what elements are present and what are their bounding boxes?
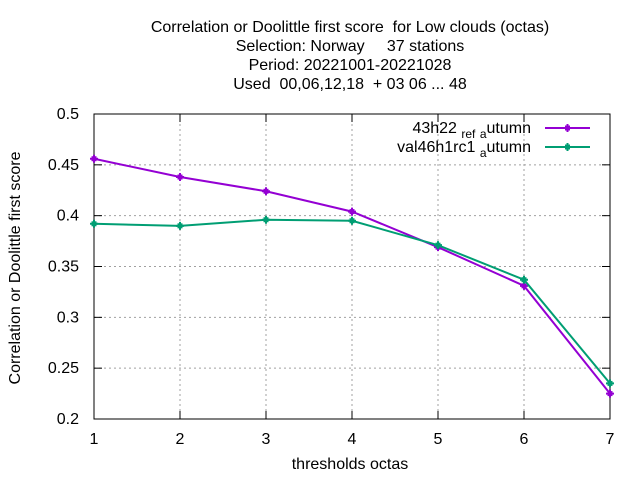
data-point: [91, 156, 97, 162]
y-tick-label: 0.35: [48, 259, 79, 276]
legend-label: val46h1rc1 autumn: [397, 139, 531, 160]
data-point: [263, 188, 269, 194]
x-tick-label: 5: [434, 431, 443, 448]
data-point: [435, 242, 441, 248]
y-tick-label: 0.45: [48, 157, 79, 174]
chart-title: Correlation or Doolittle first score for…: [0, 18, 640, 94]
x-tick-label: 3: [262, 431, 271, 448]
series-line: [93, 157, 611, 395]
y-tick-label: 0.5: [57, 106, 79, 123]
data-point: [521, 277, 527, 283]
x-tick-label: 4: [348, 431, 357, 448]
data-point: [177, 223, 183, 229]
x-tick-label: 7: [606, 431, 615, 448]
title-line-3: Period: 20221001-20221028: [248, 57, 452, 74]
data-point: [263, 217, 269, 223]
title-line-4: Used 00,06,12,18 + 03 06 ... 48: [233, 76, 467, 93]
y-tick-label: 0.2: [57, 411, 79, 428]
data-point: [349, 218, 355, 224]
legend-marker: [565, 144, 570, 150]
y-tick-label: 0.4: [57, 208, 79, 225]
x-tick-label: 2: [176, 431, 185, 448]
legend-marker: [565, 125, 570, 131]
title-line-2: Selection: Norway 37 stations: [235, 38, 465, 55]
data-point: [349, 209, 355, 215]
x-tick-label: 6: [520, 431, 529, 448]
y-tick-label: 0.25: [48, 360, 79, 377]
title-line-1: Correlation or Doolittle first score for…: [150, 19, 550, 36]
data-point: [607, 391, 613, 397]
data-point: [177, 174, 183, 180]
x-tick-label: 1: [90, 431, 99, 448]
data-point: [521, 283, 527, 289]
data-point: [91, 221, 97, 227]
y-tick-label: 0.3: [57, 309, 79, 326]
data-point: [607, 380, 613, 386]
legend-label: 43h22 ref autumn: [412, 120, 531, 141]
x-axis-label: thresholds octas: [291, 456, 409, 473]
